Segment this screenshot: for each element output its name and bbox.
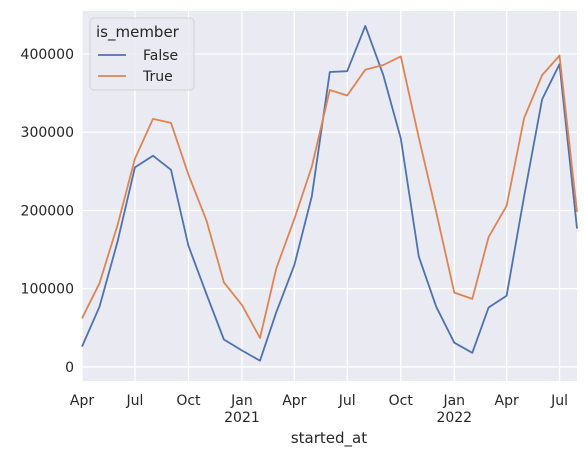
legend-title: is_member xyxy=(96,23,180,42)
legend: is_member False True xyxy=(89,17,195,91)
x-tick-label: Oct xyxy=(389,393,414,409)
series-line-true xyxy=(81,54,578,339)
series-line-false xyxy=(81,25,578,362)
y-tick-label: 100000 xyxy=(21,282,74,298)
y-tick-label: 200000 xyxy=(21,203,74,219)
legend-box xyxy=(89,17,195,91)
y-axis-ticks: 0 100000 200000 300000 400000 xyxy=(21,47,74,376)
x-tick-year-label: 2021 xyxy=(224,410,260,426)
series-lines xyxy=(81,25,578,362)
x-tick-year-label: 2022 xyxy=(436,410,472,426)
x-tick-label: Oct xyxy=(176,393,201,409)
y-tick-label: 300000 xyxy=(21,125,74,141)
legend-label-false: False xyxy=(143,48,178,64)
x-tick-label: Jan xyxy=(442,393,465,409)
x-tick-label: Jul xyxy=(125,393,143,409)
y-tick-label: 0 xyxy=(65,360,74,376)
x-tick-label: Jul xyxy=(338,393,356,409)
x-tick-label: Apr xyxy=(282,393,306,409)
x-tick-label: Apr xyxy=(70,393,94,409)
y-tick-label: 400000 xyxy=(21,47,74,63)
x-axis-title: started_at xyxy=(291,429,367,448)
x-tick-label: Jul xyxy=(550,393,568,409)
legend-label-true: True xyxy=(142,69,173,85)
x-tick-label: Apr xyxy=(495,393,519,409)
x-tick-label: Jan xyxy=(230,393,253,409)
